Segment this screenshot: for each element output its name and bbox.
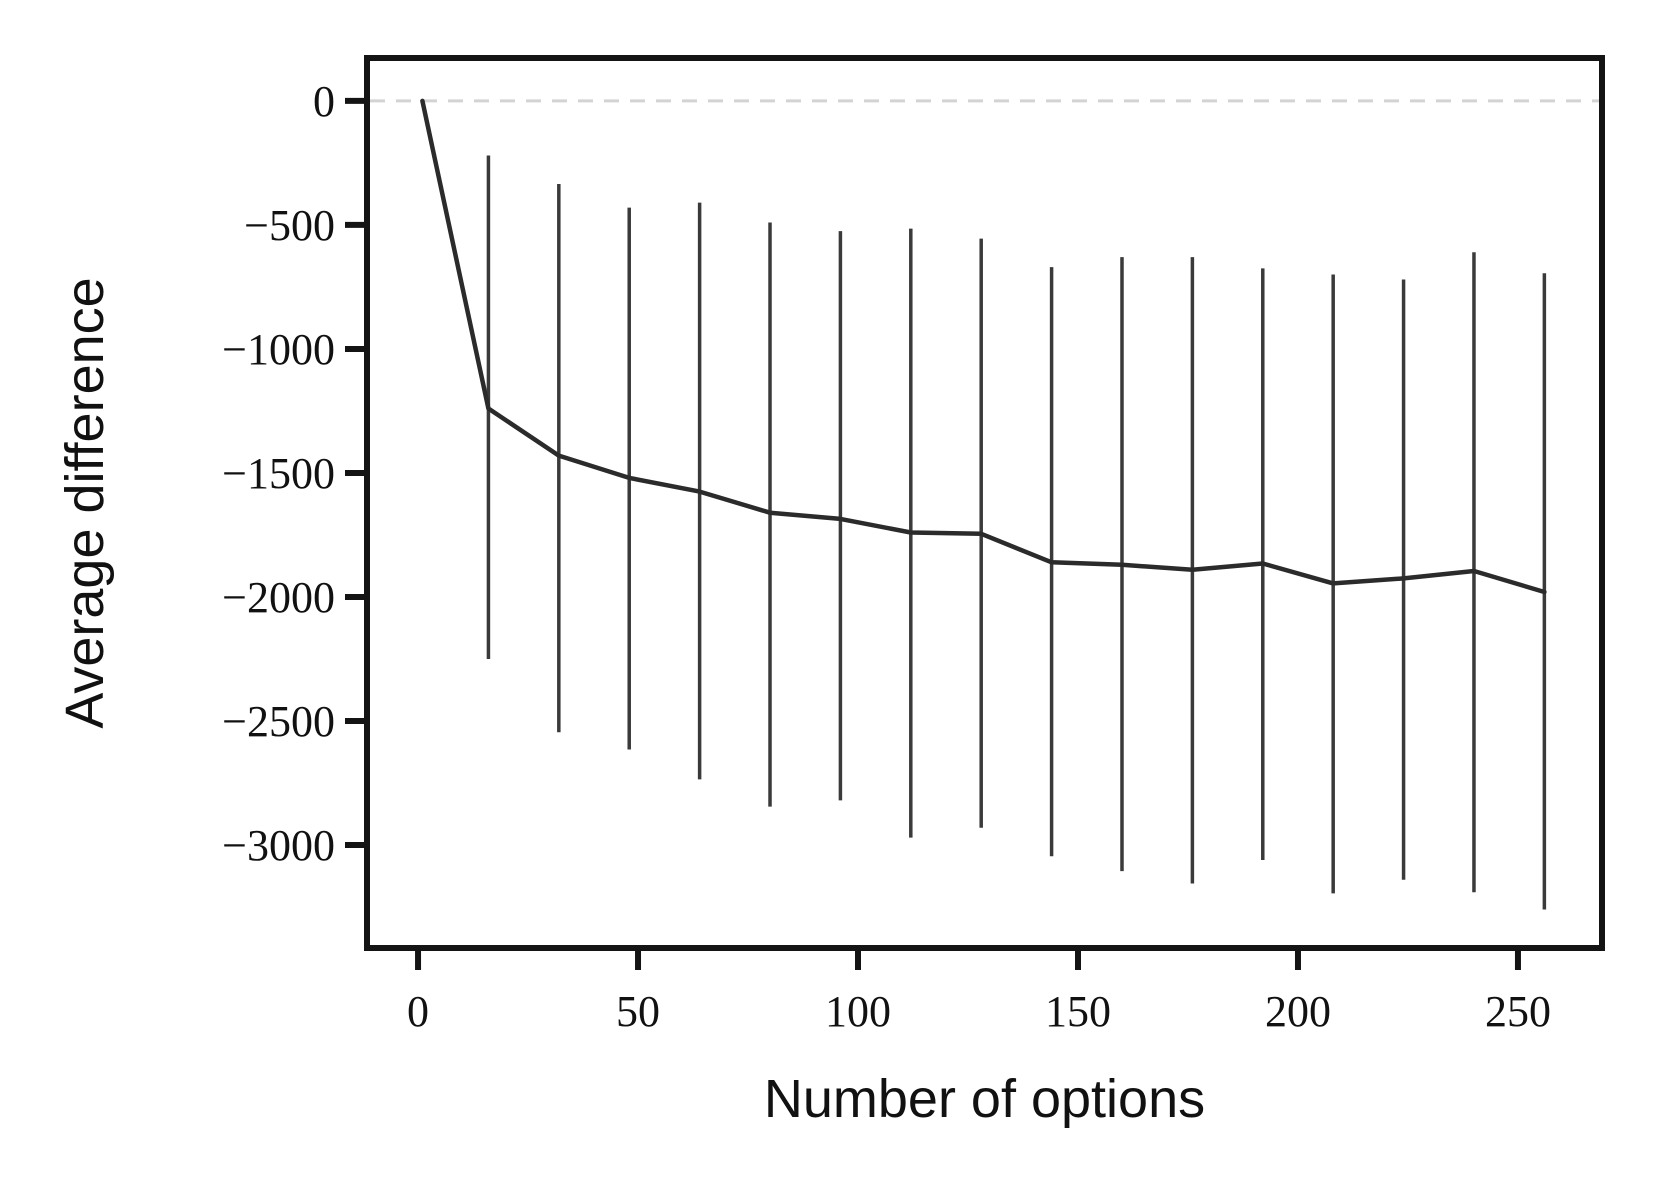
y-tick-label: −3000 (222, 821, 335, 870)
x-tick-label: 0 (407, 987, 429, 1036)
y-tick-label: −1000 (222, 325, 335, 374)
x-tick-label: 200 (1265, 987, 1331, 1036)
x-tick-label: 100 (825, 987, 891, 1036)
y-tick-label: −500 (244, 201, 335, 250)
y-tick-label: 0 (313, 77, 335, 126)
x-tick-label: 250 (1485, 987, 1551, 1036)
x-axis-label: Number of options (763, 1069, 1206, 1129)
plot-border (364, 55, 1605, 951)
data-line (420, 98, 1547, 595)
x-tick-label: 50 (616, 987, 660, 1036)
x-tick-label: 150 (1045, 987, 1111, 1036)
y-axis-label: Average difference (55, 277, 115, 729)
y-tick-label: −2500 (222, 697, 335, 746)
y-tick-label: −1500 (222, 449, 335, 498)
y-tick-label: −2000 (222, 573, 335, 622)
